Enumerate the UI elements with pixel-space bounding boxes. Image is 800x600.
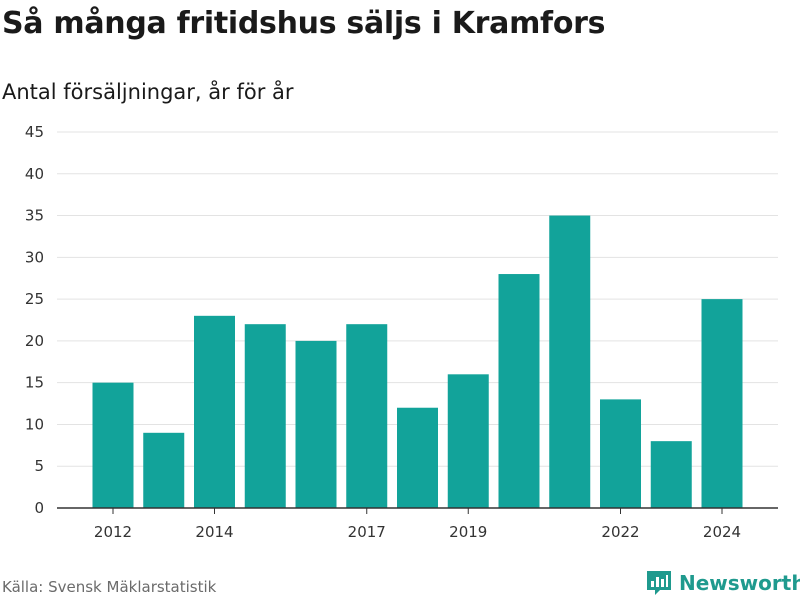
bar-2024 — [701, 299, 743, 508]
x-tick-label-2019: 2019 — [449, 523, 487, 541]
bars — [92, 215, 743, 509]
x-tick-label-2014: 2014 — [195, 523, 233, 541]
y-tick-label-0: 0 — [34, 499, 44, 517]
bar-2017 — [346, 324, 388, 508]
y-tick-label-40: 40 — [25, 165, 44, 183]
bar-2013 — [143, 432, 185, 508]
y-tick-label-20: 20 — [25, 332, 44, 350]
x-tick-label-2024: 2024 — [703, 523, 741, 541]
brand-name: Newsworthy — [679, 571, 800, 595]
grid-lines — [57, 131, 778, 467]
bar-2018 — [397, 407, 438, 508]
x-tick-label-2012: 2012 — [94, 523, 132, 541]
y-tick-label-5: 5 — [34, 457, 44, 475]
bar-2022 — [600, 399, 641, 508]
bar-2019 — [447, 374, 489, 508]
chart-title: Så många fritidshus säljs i Kramfors — [2, 6, 606, 41]
y-tick-label-45: 45 — [25, 123, 44, 141]
bar-2016 — [295, 340, 337, 508]
x-tick-label-2022: 2022 — [601, 523, 639, 541]
x-axis: 2012 2014 2017 2019 2022 2024 — [57, 507, 778, 541]
bar-2023 — [650, 441, 692, 508]
y-tick-label-10: 10 — [25, 415, 44, 433]
chart-subtitle: Antal försäljningar, år för år — [2, 80, 294, 104]
bar-2014 — [194, 315, 235, 508]
x-tick-label-2017: 2017 — [348, 523, 386, 541]
y-tick-label-15: 15 — [25, 374, 44, 392]
bar-2021 — [549, 215, 591, 509]
bar-2020 — [498, 274, 540, 508]
bar-2012 — [92, 382, 134, 508]
bar-2015 — [244, 324, 286, 508]
brand-logo: Newsworthy — [646, 570, 800, 596]
source-note: Källa: Svensk Mäklarstatistik — [2, 578, 217, 596]
y-tick-label-35: 35 — [25, 207, 44, 225]
y-tick-label-25: 25 — [25, 290, 44, 308]
y-tick-label-30: 30 — [25, 248, 44, 266]
bar-chart-logo-icon — [647, 571, 671, 595]
y-axis-labels: 0 5 10 15 20 25 30 35 40 45 — [25, 123, 44, 517]
